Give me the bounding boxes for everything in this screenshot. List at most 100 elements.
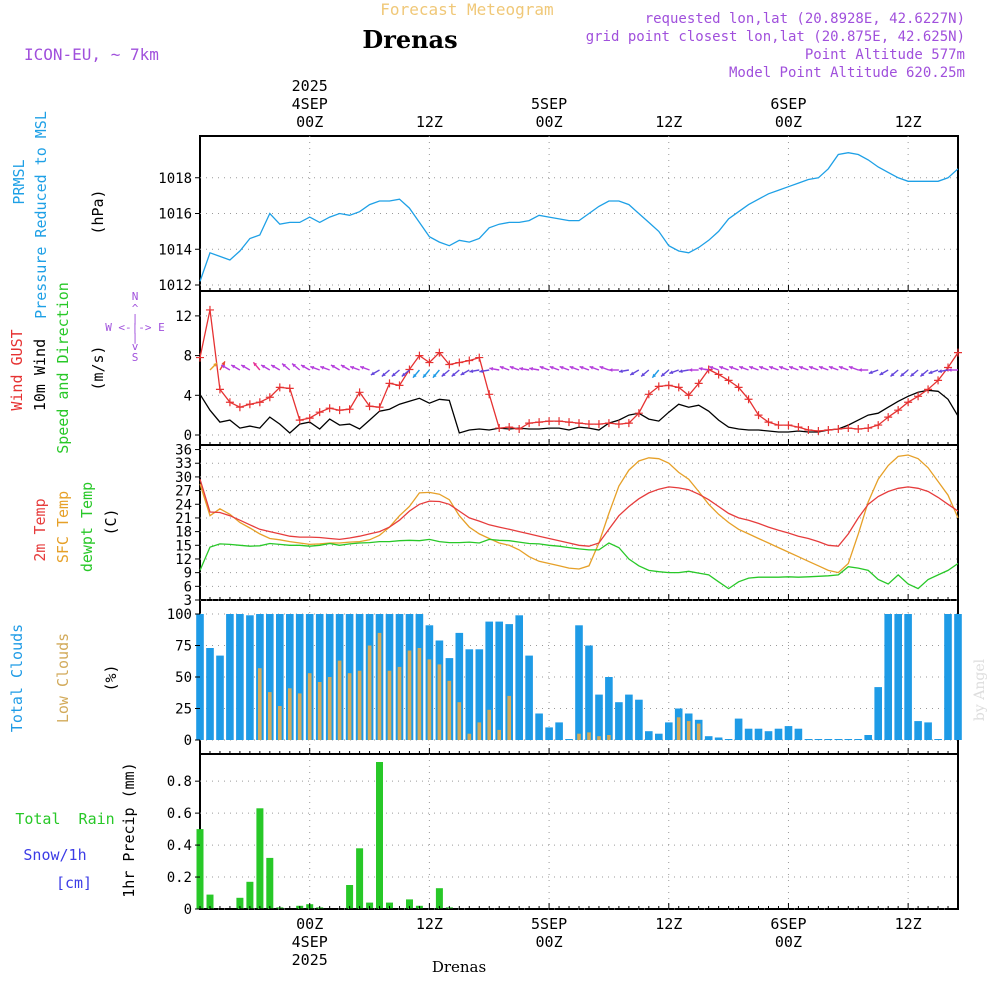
- low-cloud-bar: [377, 632, 382, 740]
- low-cloud-bar: [367, 645, 372, 740]
- gust-marker: [854, 425, 863, 434]
- total-cloud-bar: [714, 737, 723, 740]
- gust-marker: [365, 402, 374, 411]
- total-cloud-bar: [246, 615, 254, 740]
- total-cloud-bar: [475, 649, 484, 740]
- ytick-label: 1018: [158, 171, 192, 187]
- low-cloud-bar: [497, 729, 501, 740]
- low-cloud-bar: [288, 688, 292, 740]
- rain-label: Total Rain: [15, 810, 114, 828]
- wind-arrow-head: [412, 373, 417, 378]
- ytick-label: 0.6: [167, 806, 192, 822]
- grid-lines: [200, 136, 958, 910]
- total-cloud-bar: [724, 739, 733, 740]
- gust-label: Wind GUST: [8, 329, 26, 410]
- top-time-label: 12Z: [655, 113, 682, 131]
- wind-arrow-head: [719, 365, 724, 370]
- gust-marker: [465, 356, 474, 365]
- compass-down: v: [132, 340, 139, 353]
- gust-marker: [205, 305, 214, 314]
- gust-marker: [555, 417, 564, 426]
- total-cloud-bar: [784, 726, 793, 740]
- low-cloud-bar: [686, 721, 691, 740]
- gust-marker: [235, 403, 244, 412]
- wind-arrow-head: [253, 362, 258, 367]
- ytick-label: 25: [175, 702, 192, 718]
- rain-bar: [356, 848, 364, 909]
- total-cloud-bar: [764, 731, 773, 740]
- gust-marker: [415, 351, 424, 360]
- rain-bar: [246, 881, 254, 909]
- model-label: ICON-EU, ~ 7km: [24, 45, 159, 64]
- ytick-label: 0.2: [167, 870, 192, 886]
- gust-marker: [545, 417, 554, 426]
- bottom-time-label: 00Z: [775, 933, 802, 951]
- axis-ticks: 1012101410161018048123691215182124273033…: [158, 77, 959, 969]
- wind-arrow-head: [559, 365, 564, 370]
- banner-title: Forecast Meteogram: [380, 0, 553, 19]
- ytick-label: 30: [175, 470, 192, 486]
- gust-marker: [934, 376, 943, 385]
- gust-marker: [575, 419, 583, 428]
- total-cloud-bar: [535, 713, 543, 740]
- direction-label: Speed and Direction: [54, 282, 72, 454]
- rain-bar: [266, 857, 274, 909]
- wind-arrow-head: [292, 363, 296, 368]
- wind-arrow-head: [569, 365, 574, 370]
- total-cloud-bar: [216, 655, 224, 740]
- low-cloud-bar: [447, 680, 452, 740]
- precip-unit: 1hr Precip (mm): [120, 762, 138, 897]
- gust-marker: [405, 365, 414, 374]
- wind-arrow-head: [688, 368, 693, 372]
- sfc-temp-line: [199, 454, 959, 574]
- wind-arrow-head: [460, 371, 465, 375]
- gust-marker: [624, 419, 633, 428]
- low-cloud-bar: [467, 733, 472, 740]
- ytick-label: 8: [184, 349, 192, 365]
- total-cloud-label: Total Clouds: [8, 624, 26, 732]
- ytick-label: 36: [175, 443, 192, 459]
- wind-arrow-head: [828, 365, 833, 370]
- rain-bar: [406, 899, 413, 909]
- total-cloud-bar: [844, 739, 853, 740]
- gust-marker: [914, 392, 923, 401]
- gust-marker: [744, 395, 753, 404]
- total-cloud-bar: [794, 728, 803, 740]
- compass-west-east: W <-|-> E: [105, 321, 165, 334]
- total-cloud-bar: [804, 739, 813, 740]
- gust-marker: [265, 393, 274, 402]
- ytick-label: 0.8: [167, 774, 192, 790]
- total-cloud-bar: [565, 739, 573, 740]
- gust-marker: [455, 358, 464, 367]
- gust-marker: [275, 383, 284, 392]
- wind-arrow-head: [798, 365, 803, 370]
- ytick-label: 75: [175, 639, 192, 655]
- wind-arrow-head: [360, 365, 365, 370]
- ytick-label: 1014: [158, 242, 192, 258]
- low-cloud-bar: [427, 659, 432, 740]
- top-time-label: 12Z: [416, 113, 443, 131]
- gust-marker: [874, 421, 883, 430]
- wind-arrow-head: [213, 362, 218, 367]
- gust-marker: [385, 379, 394, 388]
- gust-marker: [734, 383, 743, 392]
- wind-unit: (m/s): [89, 345, 107, 390]
- cloud-unit: (%): [102, 664, 120, 691]
- ytick-label: 12: [175, 552, 192, 568]
- total-cloud-bar: [864, 735, 872, 740]
- wind-arrow-head: [340, 365, 345, 369]
- gust-marker: [584, 420, 593, 429]
- total-cloud-bar: [295, 614, 304, 740]
- low-cloud-bar: [577, 733, 581, 740]
- station-title: Drenas: [362, 25, 457, 54]
- wind-arrow-head: [808, 365, 813, 370]
- gust-marker: [764, 418, 773, 427]
- low-cloud-bar: [357, 670, 362, 740]
- top-time-label: 00Z: [536, 113, 563, 131]
- low-cloud-bar: [487, 709, 491, 740]
- low-cloud-label: Low Clouds: [54, 633, 72, 723]
- total-cloud-bar: [495, 621, 503, 740]
- wind-arrow-head: [641, 372, 646, 377]
- total-cloud-bar: [266, 614, 274, 740]
- rain-bar: [346, 885, 354, 909]
